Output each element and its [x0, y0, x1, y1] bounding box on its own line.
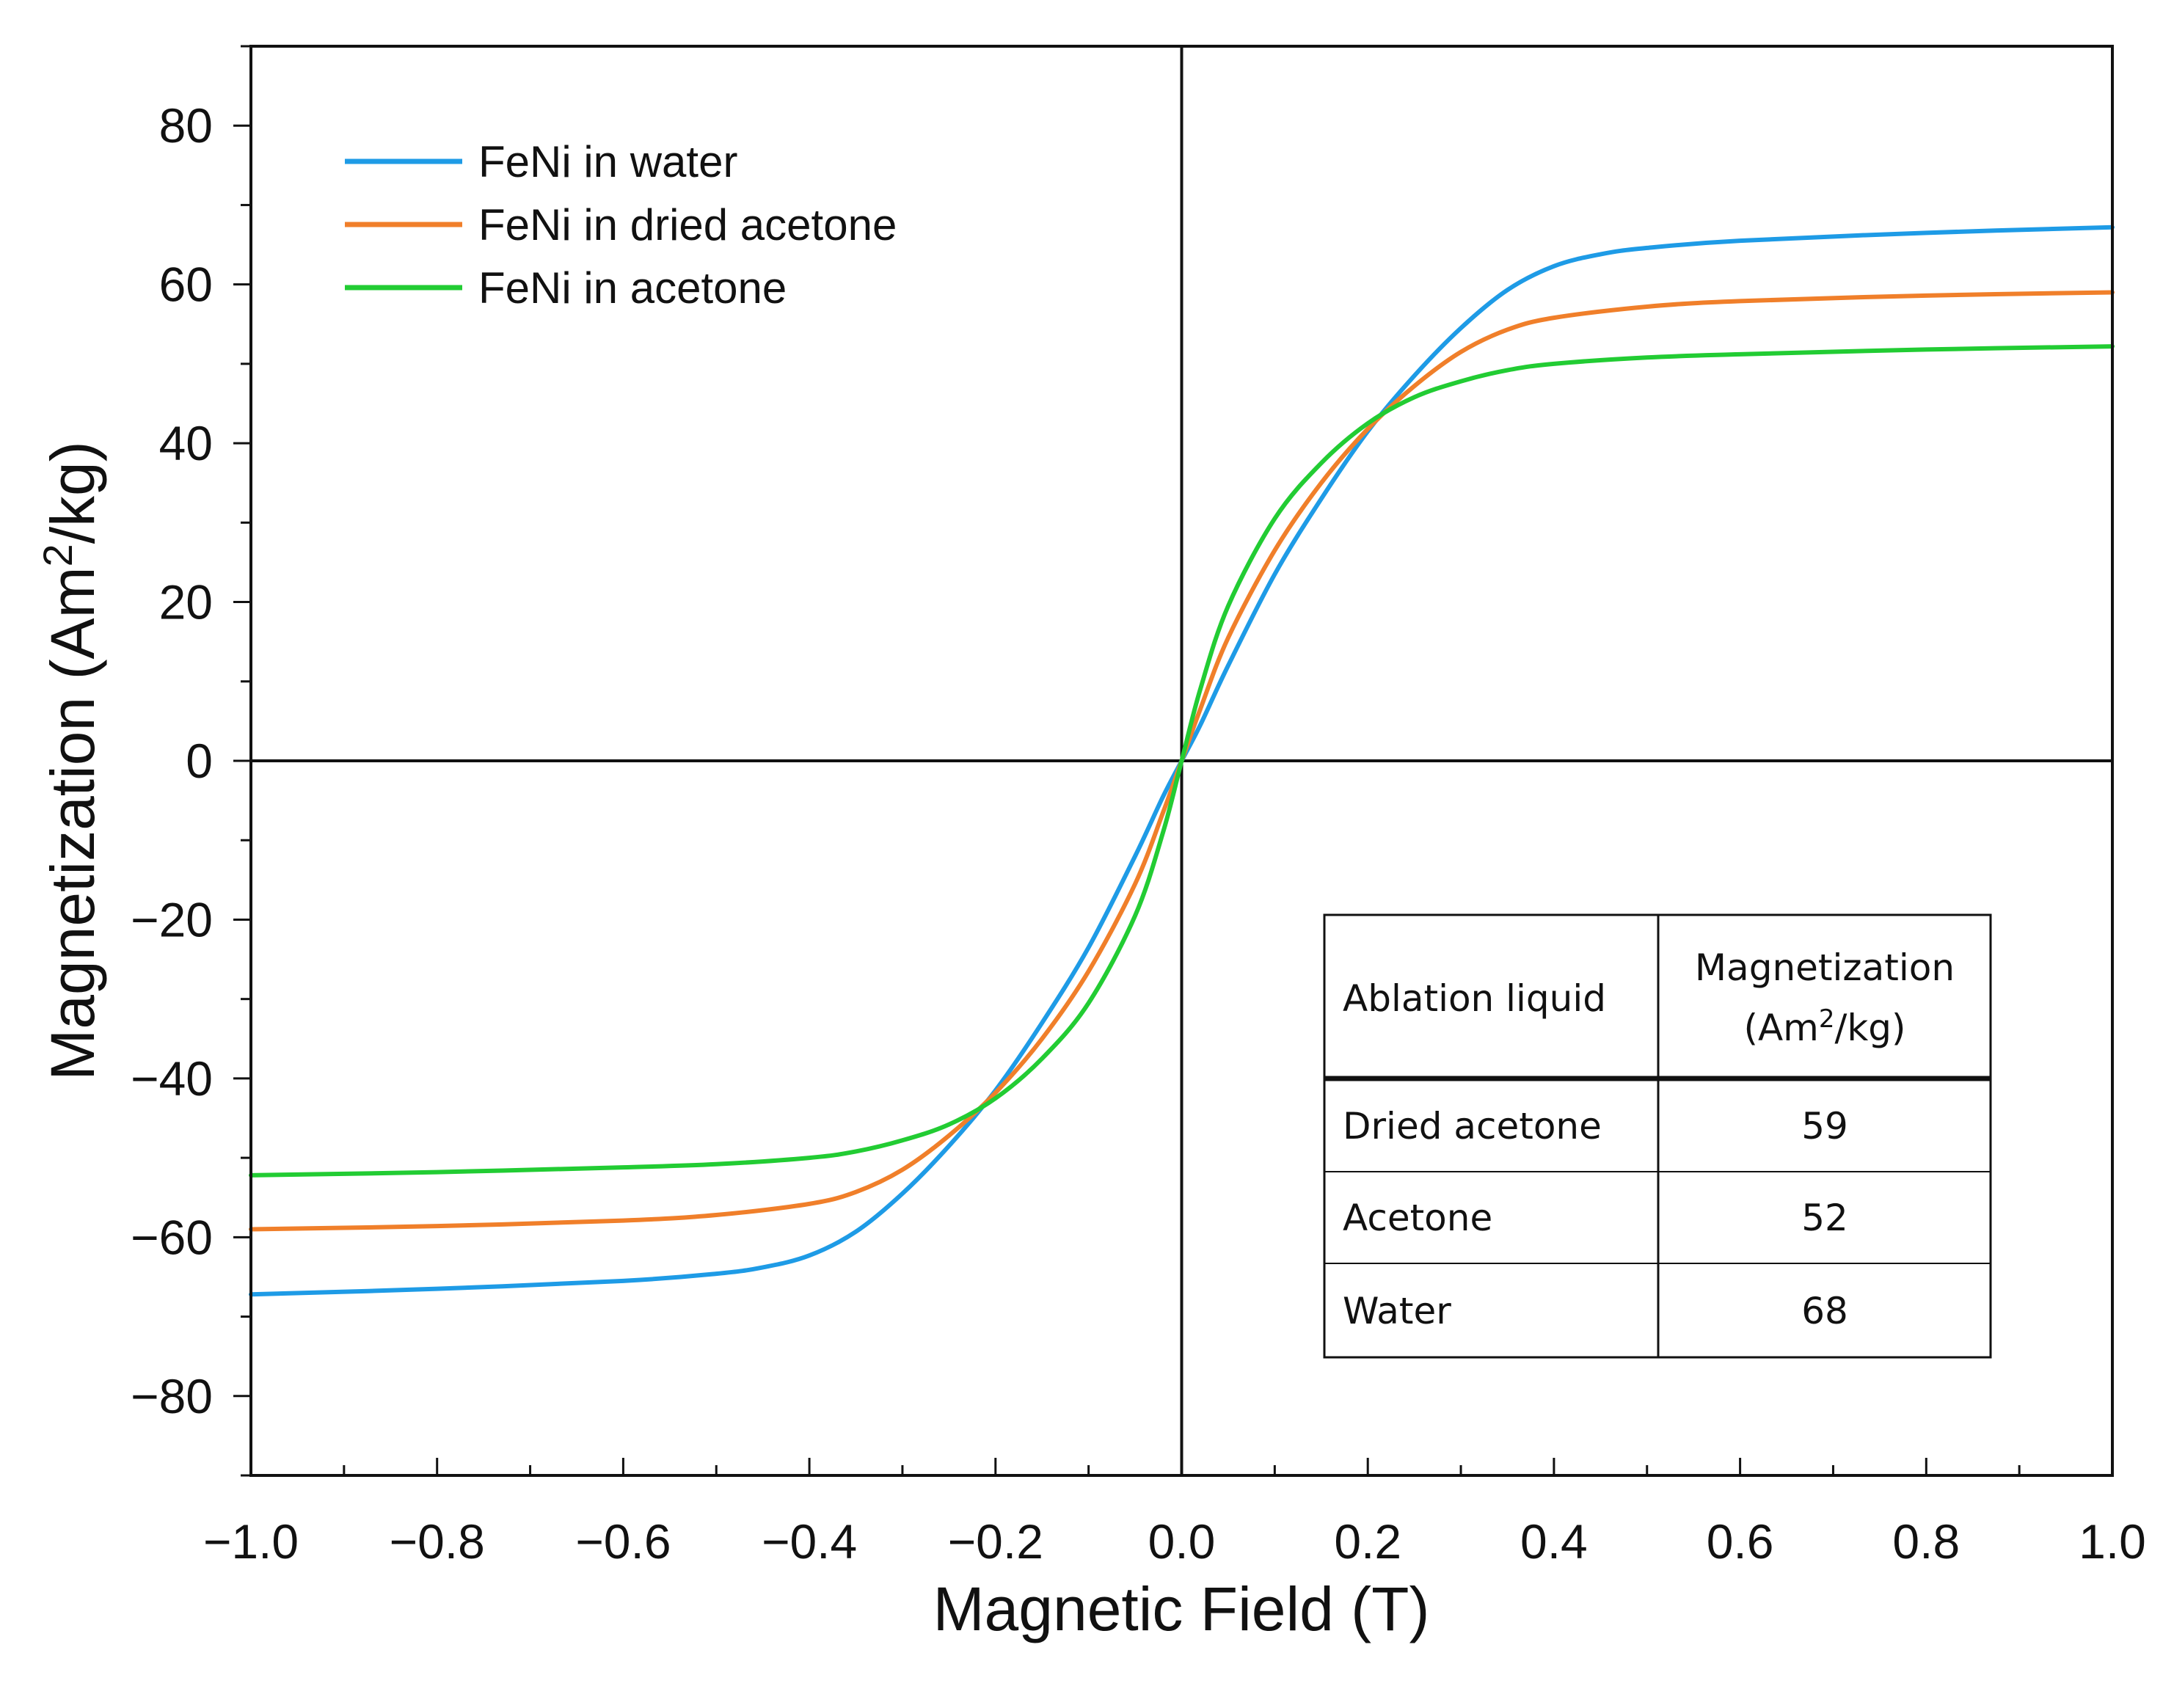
y-tick-labels: 80 60 40 20 0 −20 −40 −60 −80 [131, 98, 213, 1423]
x-tick-label: 0.8 [1892, 1514, 1960, 1569]
x-tick-label: −1.0 [203, 1514, 299, 1569]
y-axis-title: Magnetization (Am2/kg) [34, 441, 107, 1081]
y-tick-label: 80 [159, 98, 213, 153]
table-header-liquid: Ablation liquid [1343, 977, 1606, 1020]
legend-label: FeNi in acetone [478, 263, 787, 313]
x-tick-label: 0.2 [1334, 1514, 1401, 1569]
legend: FeNi in water FeNi in dried acetone FeNi i… [345, 137, 897, 313]
table-cell-liquid: Water [1343, 1290, 1451, 1332]
x-tick-label: 0.0 [1148, 1514, 1216, 1569]
table-unit-main: (Am [1743, 1007, 1818, 1049]
table-unit-sup: 2 [1819, 1004, 1835, 1034]
y-tick-label: 40 [159, 416, 213, 470]
magnetization-table: Ablation liquid Magnetization (Am2/kg) D… [1323, 913, 1992, 1359]
table-cell-value: 52 [1801, 1197, 1848, 1239]
table-cell-value: 68 [1801, 1290, 1848, 1332]
table-cell-liquid: Dried acetone [1343, 1105, 1602, 1147]
axis-ticks [233, 45, 2114, 1477]
y-tick-label: −40 [131, 1051, 213, 1106]
series-line-2 [249, 344, 2115, 1178]
y-tick-label: 20 [159, 575, 213, 629]
y-tick-label: 60 [159, 258, 213, 312]
x-tick-labels: −1.0 −0.8 −0.6 −0.4 −0.2 0.0 0.2 0.4 0.6 0.8 1.0 [203, 1514, 2146, 1569]
x-tick-label: 0.4 [1520, 1514, 1588, 1569]
y-tick-label: 0 [186, 734, 213, 788]
x-tick-label: 0.6 [1707, 1514, 1774, 1569]
y-tick-label: −60 [131, 1210, 213, 1264]
legend-label: FeNi in dried acetone [478, 200, 897, 249]
table-header-unit: (Am2/kg) [1743, 1004, 1905, 1049]
y-tick-label: −20 [131, 892, 213, 946]
x-tick-label: −0.4 [762, 1514, 857, 1569]
x-tick-label: −0.8 [390, 1514, 485, 1569]
x-tick-label: 1.0 [2079, 1514, 2146, 1569]
legend-label: FeNi in water [478, 137, 737, 186]
table-cell-value: 59 [1801, 1105, 1848, 1147]
y-axis-title-main: Magnetization (Am [38, 566, 107, 1080]
series-lines [249, 225, 2115, 1297]
x-axis-title: Magnetic Field (T) [933, 1574, 1430, 1643]
y-axis-title-sup: 2 [34, 544, 81, 566]
x-tick-label: −0.6 [575, 1514, 671, 1569]
x-tick-label: −0.2 [948, 1514, 1043, 1569]
table-unit-tail: /kg) [1835, 1007, 1906, 1049]
table-cell-liquid: Acetone [1343, 1197, 1492, 1239]
y-tick-label: −80 [131, 1369, 213, 1423]
table-header-magnetization: Magnetization [1695, 946, 1955, 989]
y-axis-title-tail: /kg) [38, 441, 107, 544]
